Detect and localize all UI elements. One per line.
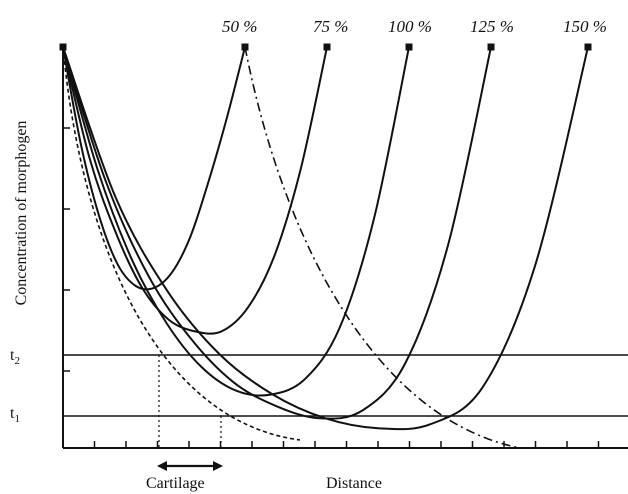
series-curves bbox=[59, 43, 592, 431]
source-marker-100 bbox=[405, 43, 413, 51]
top-label-150: 150 % bbox=[563, 17, 607, 36]
top-label-125: 125 % bbox=[470, 17, 514, 36]
source-marker-125 bbox=[487, 43, 495, 51]
top-label-75: 75 % bbox=[313, 17, 348, 36]
y-axis-title: Concentration of morphogen bbox=[13, 121, 30, 306]
threshold-label-t2: t2 bbox=[10, 347, 20, 367]
curve-100 bbox=[62, 46, 410, 397]
source-marker-150 bbox=[584, 43, 592, 51]
limit-curve-dashdot bbox=[244, 46, 521, 449]
top-label-100: 100 % bbox=[388, 17, 432, 36]
x-axis-title: Distance bbox=[326, 475, 382, 492]
threshold-t2-letter: t bbox=[10, 347, 15, 364]
cartilage-arrow bbox=[157, 461, 223, 471]
y-ticks bbox=[63, 127, 70, 372]
curve-150 bbox=[62, 46, 589, 431]
curve-50 bbox=[62, 46, 246, 291]
curve-125 bbox=[62, 46, 492, 420]
limit-curve-dashed bbox=[62, 46, 301, 441]
threshold-t2-subscript: 2 bbox=[14, 355, 20, 367]
source-marker-75 bbox=[323, 43, 331, 51]
curve-75 bbox=[62, 46, 328, 335]
threshold-t1-subscript: 1 bbox=[14, 413, 20, 425]
threshold-label-t1: t1 bbox=[10, 405, 20, 425]
x-ticks bbox=[93, 441, 600, 448]
threshold-t1-letter: t bbox=[10, 405, 15, 422]
top-label-50: 50 % bbox=[222, 17, 257, 36]
cartilage-label: Cartilage bbox=[146, 475, 205, 492]
